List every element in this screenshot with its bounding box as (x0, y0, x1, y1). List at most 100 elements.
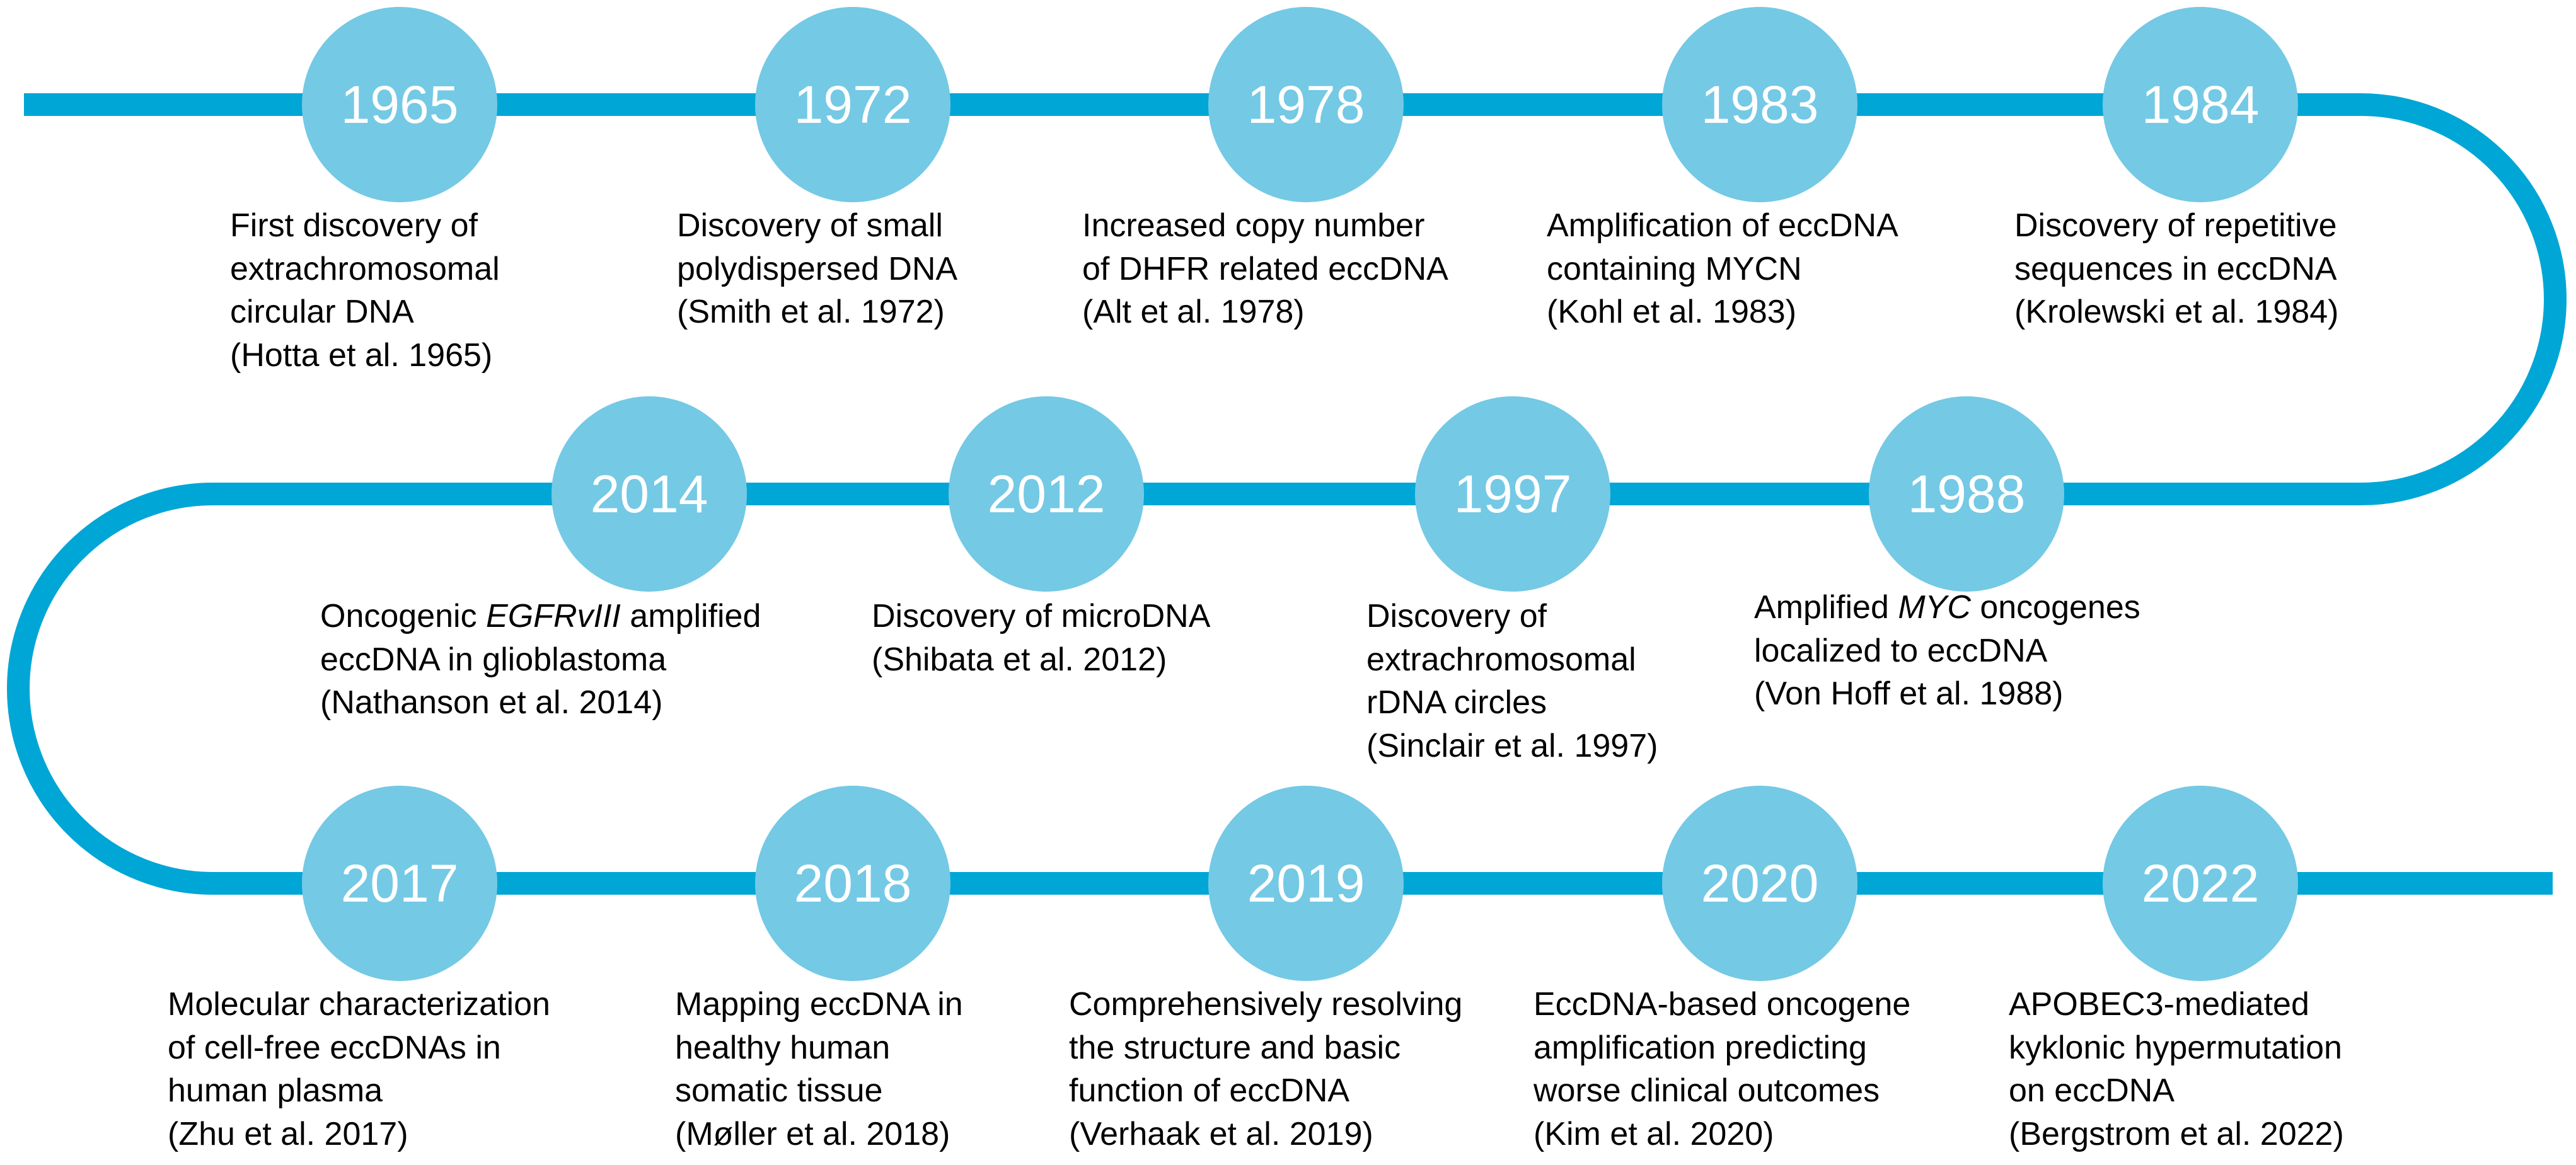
event-description: Discovery of microDNA (Shibata et al. 201… (872, 595, 1210, 681)
year-label: 2022 (2142, 854, 2260, 913)
event-description: Discovery of extrachromosomal rDNA circles… (1366, 595, 1658, 768)
event-text: Mapping eccDNA in (675, 986, 963, 1023)
event-line: (Smith et al. 1972) (677, 290, 957, 334)
event-text: (Shibata et al. 2012) (872, 641, 1167, 678)
event-description: Amplified MYC oncogenes localized to eccD… (1754, 586, 2140, 716)
event-line: Amplification of eccDNA (1547, 204, 1898, 248)
year-circle (1869, 396, 2064, 592)
event-text: extrachromosomal (230, 250, 500, 287)
event-line: Discovery of microDNA (872, 595, 1210, 638)
event-text: of cell-free eccDNAs in (168, 1029, 501, 1066)
year-label: 2012 (988, 464, 1106, 524)
event-text: polydispersed DNA (677, 250, 958, 287)
event-description: Mapping eccDNA in healthy human somatic ti… (675, 983, 963, 1156)
event-text: Oncogenic (320, 598, 487, 634)
event-text: healthy human (675, 1029, 891, 1066)
event-line: extrachromosomal (230, 248, 500, 291)
year-node: 1965 (302, 7, 497, 202)
event-line: amplification predicting (1533, 1026, 1910, 1070)
event-text: circular DNA (230, 294, 414, 331)
event-line: of DHFR related eccDNA (1082, 248, 1448, 291)
year-circle (552, 396, 747, 592)
year-circle (2103, 7, 2298, 202)
event-text: worse clinical outcomes (1533, 1072, 1880, 1110)
event-line: extrachromosomal (1366, 638, 1658, 682)
year-node: 2022 (2103, 786, 2298, 981)
year-node: 2012 (949, 396, 1144, 592)
event-line: (Møller et al. 2018) (675, 1113, 963, 1156)
event-text: somatic tissue (675, 1072, 883, 1110)
year-label: 1983 (1701, 75, 1819, 134)
event-text: eccDNA in glioblastoma (320, 641, 667, 678)
event-line: eccDNA in glioblastoma (320, 638, 761, 682)
year-circle (1662, 7, 1857, 202)
event-text: Amplification of eccDNA (1547, 207, 1898, 244)
year-circle (1208, 7, 1404, 202)
gene-name: MYC (1898, 589, 1971, 626)
event-line: of cell-free eccDNAs in (168, 1026, 550, 1070)
year-label: 1984 (2142, 75, 2260, 134)
event-line: function of eccDNA (1069, 1069, 1462, 1113)
event-line: worse clinical outcomes (1533, 1069, 1910, 1113)
event-line: First discovery of (230, 204, 500, 248)
event-text: First discovery of (230, 207, 478, 244)
event-text: Increased copy number (1082, 207, 1425, 244)
event-text: Molecular characterization (168, 986, 550, 1023)
event-text: (Kohl et al. 1983) (1547, 294, 1797, 331)
event-line: rDNA circles (1366, 681, 1658, 725)
event-line: (Shibata et al. 2012) (872, 638, 1210, 682)
timeline-nodes: 1965 1972 1978 1983 1984 2014 2012 1997 1988 2017… (302, 7, 2298, 981)
event-text: Comprehensively resolving (1069, 986, 1463, 1023)
year-node: 2020 (1662, 786, 1857, 981)
event-line: sequences in eccDNA (2014, 248, 2338, 291)
event-line: kyklonic hypermutation (2009, 1026, 2344, 1070)
year-label: 2017 (341, 854, 459, 913)
event-line: Discovery of repetitive (2014, 204, 2338, 248)
year-node: 1983 (1662, 7, 1857, 202)
event-line: (Kohl et al. 1983) (1547, 290, 1898, 334)
event-text: (Bergstrom et al. 2022) (2009, 1115, 2344, 1152)
event-line: EccDNA-based oncogene (1533, 983, 1910, 1026)
year-label: 2020 (1701, 854, 1819, 913)
event-description: APOBEC3-mediated kyklonic hypermutation on… (2009, 983, 2344, 1156)
event-line: Oncogenic EGFRvIII amplified (320, 595, 761, 638)
event-description: Comprehensively resolving the structure a… (1069, 983, 1462, 1156)
event-text: (Møller et al. 2018) (675, 1115, 950, 1152)
year-node: 1988 (1869, 396, 2064, 592)
event-line: (Alt et al. 1978) (1082, 290, 1448, 334)
event-line: (Verhaak et al. 2019) (1069, 1113, 1462, 1156)
event-line: the structure and basic (1069, 1026, 1462, 1070)
event-line: (Sinclair et al. 1997) (1366, 725, 1658, 768)
event-line: Molecular characterization (168, 983, 550, 1026)
event-text: on eccDNA (2009, 1072, 2175, 1110)
event-text: Discovery of repetitive (2014, 207, 2337, 244)
event-description: EccDNA-based oncogene amplification predi… (1533, 983, 1910, 1156)
timeline-track (7, 93, 2567, 895)
event-text: sequences in eccDNA (2014, 250, 2337, 287)
event-line: somatic tissue (675, 1069, 963, 1113)
event-text: (Nathanson et al. 2014) (320, 684, 663, 721)
event-text: (Krolewski et al. 1984) (2014, 294, 2339, 331)
event-line: (Kim et al. 2020) (1533, 1113, 1910, 1156)
event-text: human plasma (168, 1072, 383, 1110)
year-circle (2103, 786, 2298, 981)
year-label: 1988 (1908, 464, 2026, 524)
event-text: (Zhu et al. 2017) (168, 1115, 408, 1152)
event-line: human plasma (168, 1069, 550, 1113)
event-line: localized to eccDNA (1754, 629, 2140, 673)
year-circle (302, 7, 497, 202)
event-line: (Nathanson et al. 2014) (320, 681, 761, 725)
year-circle (1415, 396, 1610, 592)
year-circle (302, 786, 497, 981)
event-line: (Hotta et al. 1965) (230, 334, 500, 377)
event-line: (Zhu et al. 2017) (168, 1113, 550, 1156)
event-text: of DHFR related eccDNA (1082, 250, 1448, 287)
event-text: Amplified (1754, 589, 1898, 626)
event-line: circular DNA (230, 290, 500, 334)
year-label: 1978 (1247, 75, 1365, 134)
event-text: Discovery of (1366, 598, 1547, 634)
year-node: 2014 (552, 396, 747, 592)
event-description: Amplification of eccDNA containing MYCN (K… (1547, 204, 1898, 334)
year-circle (755, 786, 950, 981)
event-text: (Smith et al. 1972) (677, 294, 945, 331)
